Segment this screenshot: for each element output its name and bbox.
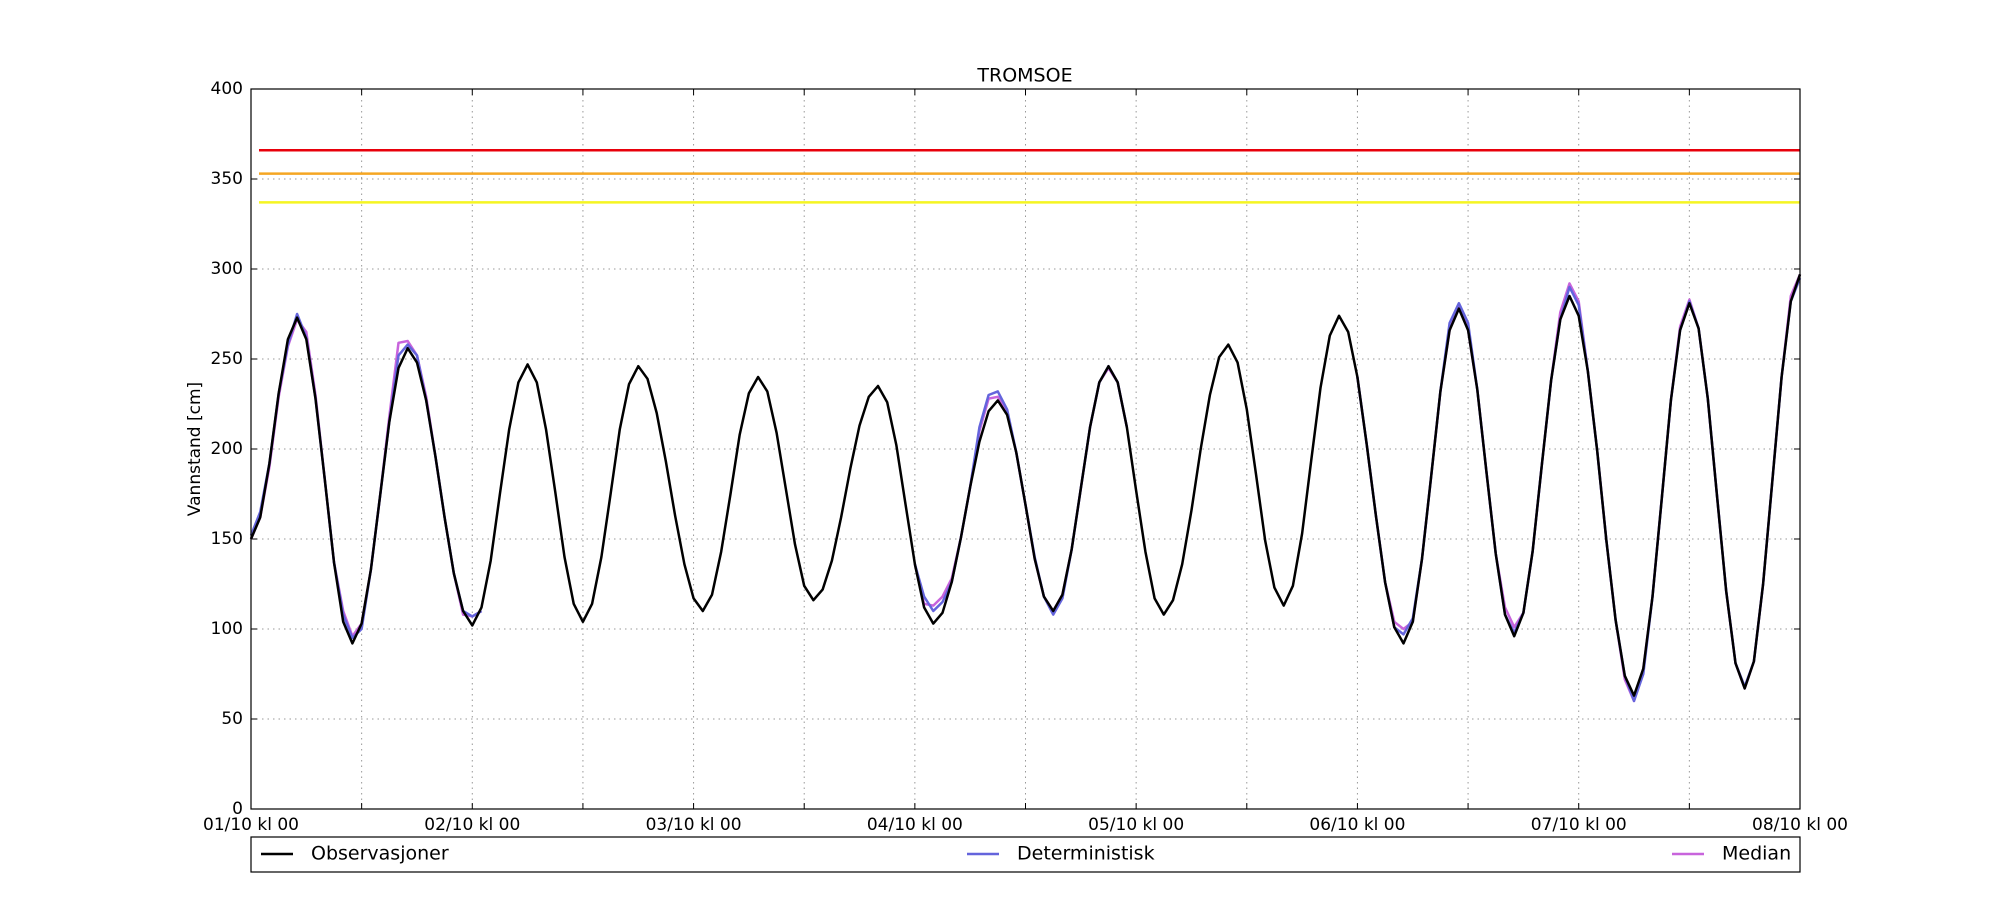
legend-box — [250, 836, 1801, 873]
chart-title: TROMSOE — [976, 65, 1072, 87]
series-line — [249, 273, 1802, 697]
legend-label: Observasjoner — [311, 843, 449, 865]
plot-frame — [250, 88, 1801, 810]
y-tick-label: 50 — [221, 709, 243, 729]
y-tick-label: 300 — [211, 259, 243, 279]
y-tick-label: 250 — [211, 349, 243, 369]
x-tick-label: 08/10 kl 00 — [1752, 815, 1848, 835]
x-tick-label: 06/10 kl 00 — [1309, 815, 1405, 835]
x-tick-label: 07/10 kl 00 — [1531, 815, 1627, 835]
x-tick-label: 04/10 kl 00 — [867, 815, 963, 835]
x-tick-label: 02/10 kl 00 — [424, 815, 520, 835]
x-tick-label: 01/10 kl 00 — [203, 815, 299, 835]
y-tick-label: 100 — [211, 619, 243, 639]
x-tick-label: 03/10 kl 00 — [646, 815, 742, 835]
y-tick-label: 200 — [211, 439, 243, 459]
y-axis-label: Vannstand [cm] — [185, 382, 205, 516]
y-tick-label: 150 — [211, 529, 243, 549]
x-tick-label: 05/10 kl 00 — [1088, 815, 1184, 835]
y-tick-label: 0 — [232, 799, 243, 819]
y-tick-label: 400 — [211, 79, 243, 99]
legend-label: Median — [1722, 843, 1791, 865]
legend-label: Deterministisk — [1017, 843, 1155, 865]
y-tick-label: 350 — [211, 169, 243, 189]
